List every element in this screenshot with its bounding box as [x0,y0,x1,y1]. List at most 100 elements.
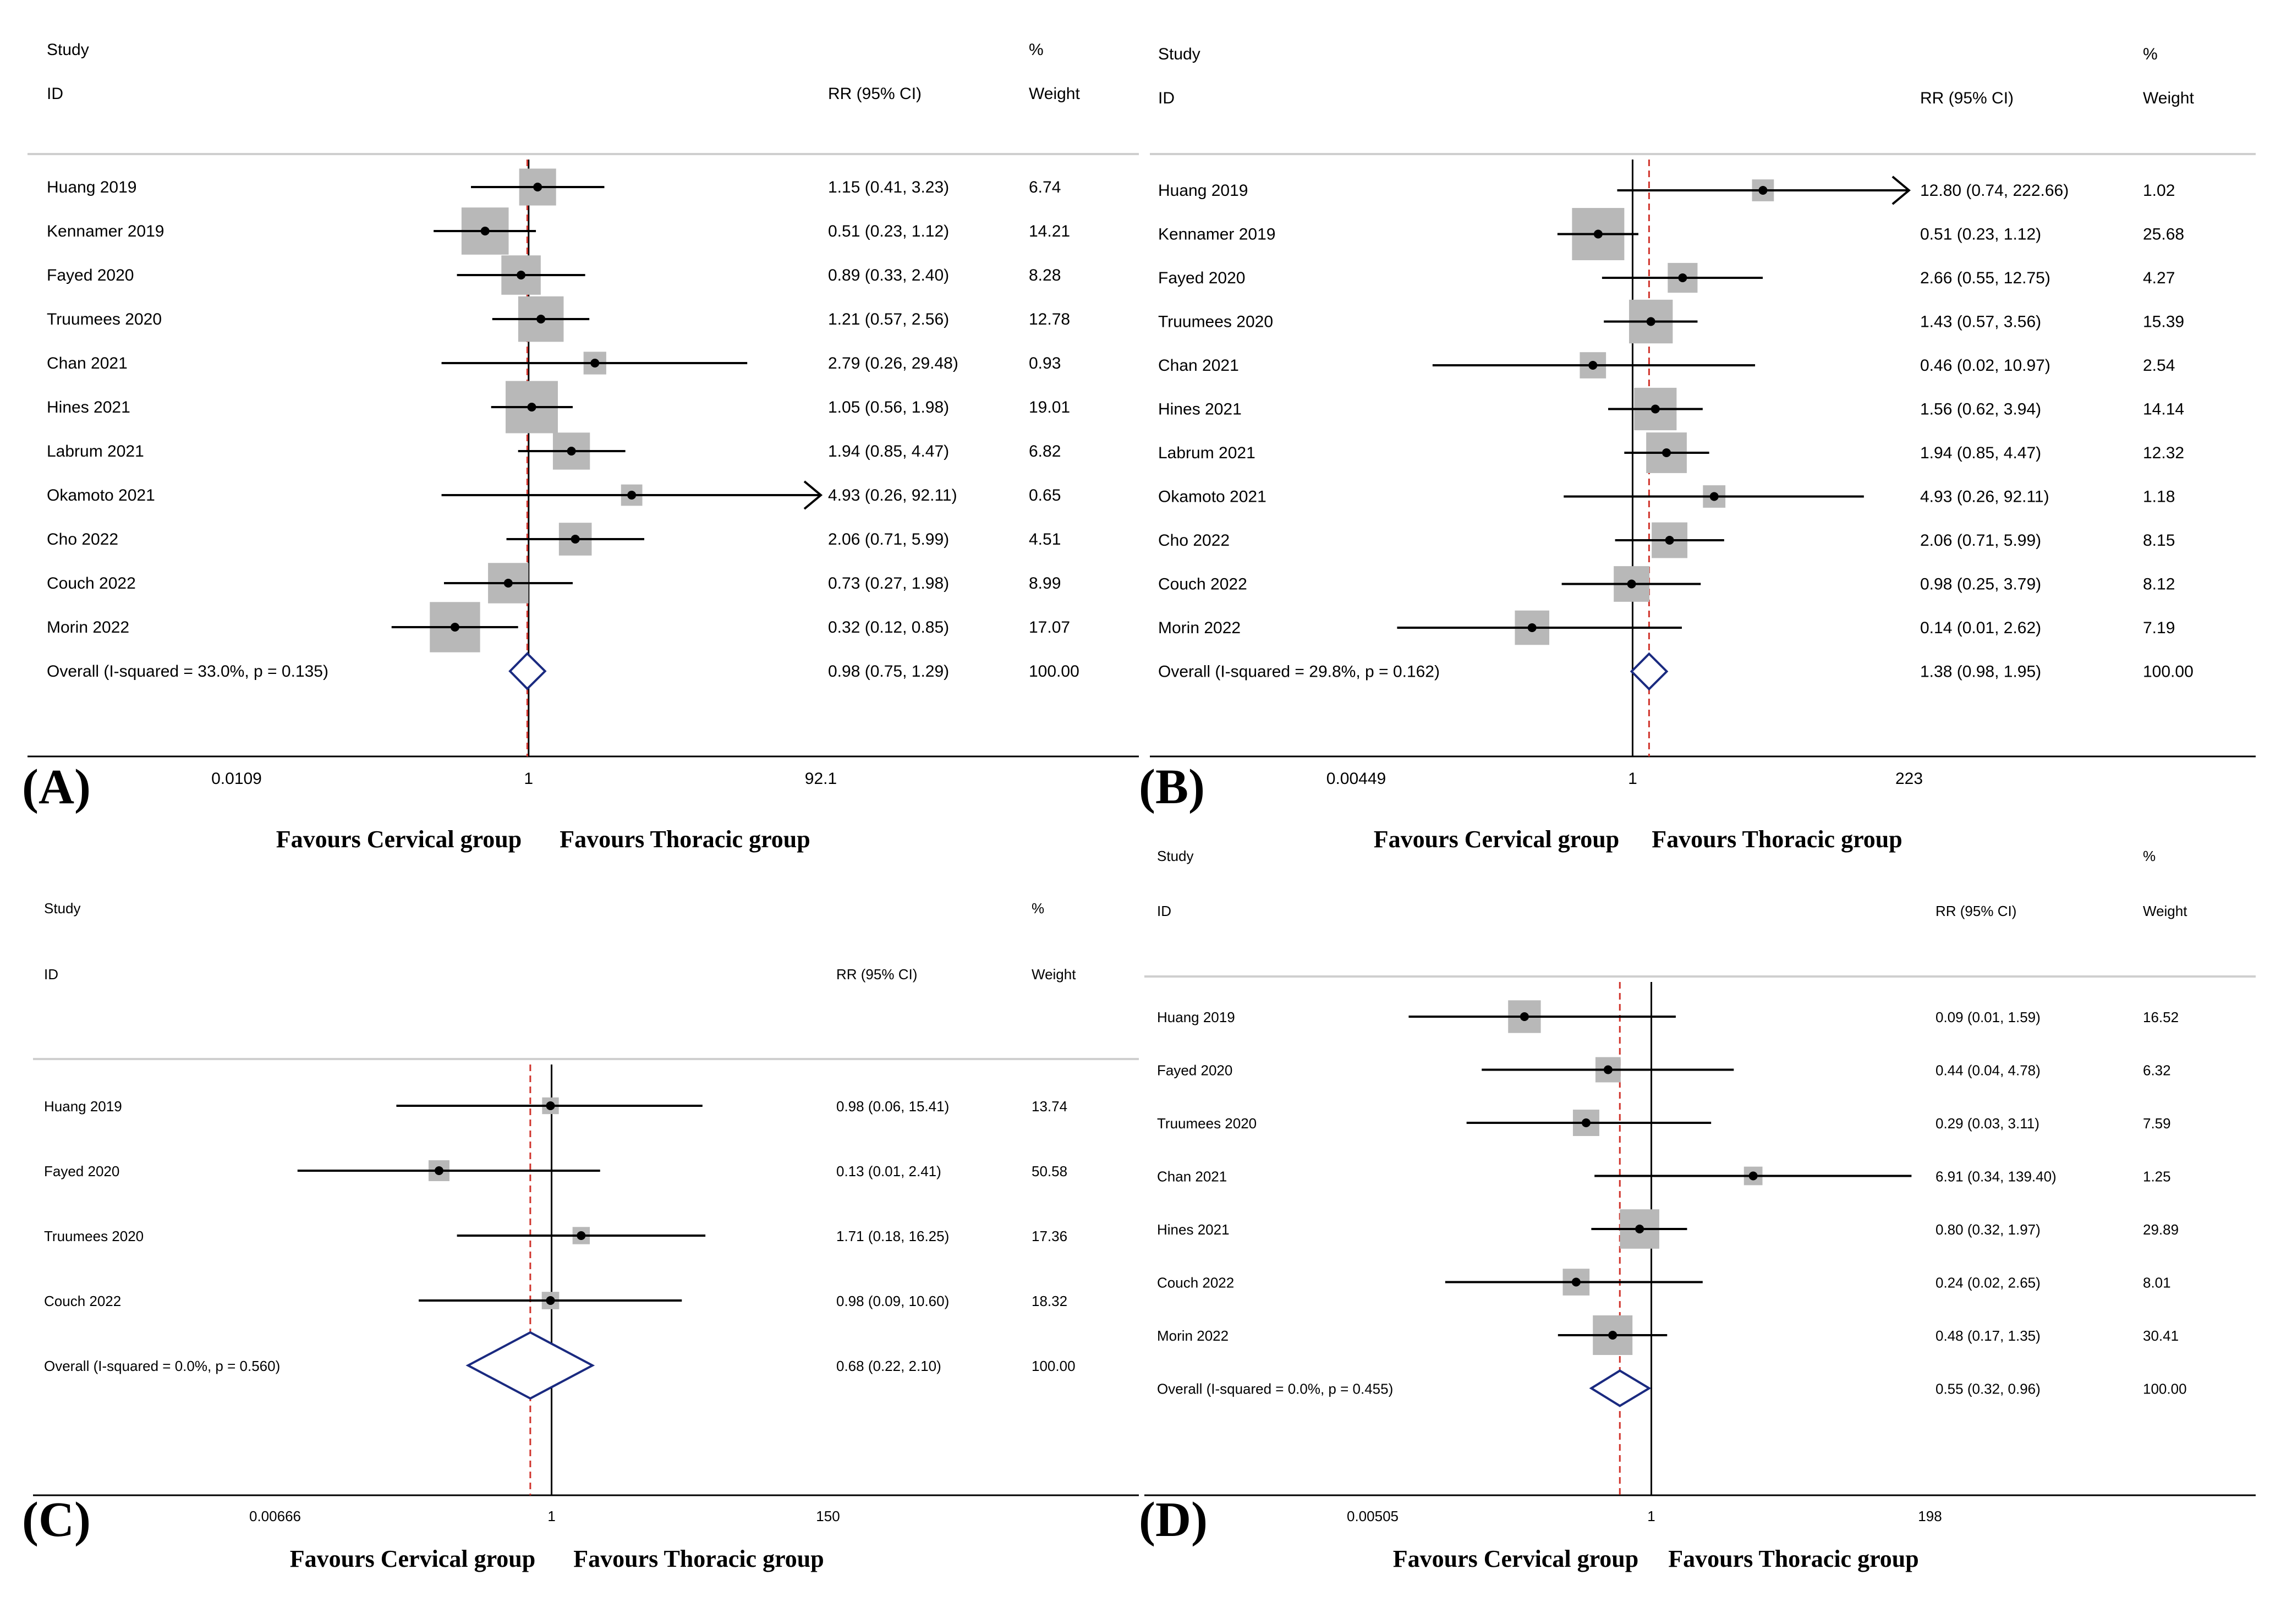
study-rr-ci: 2.79 (0.26, 29.48) [828,354,958,372]
study-name: Chan 2021 [1157,1168,1227,1185]
study-weight: 0.65 [1029,486,1061,504]
header-id: ID [1157,903,1171,919]
study-rr-ci: 4.93 (0.26, 92.11) [1920,488,2049,506]
forest-panel-b: Study ID RR (95% CI)% Weight Huang 2019 12.80… [1139,45,2256,853]
study-rr-ci: 0.48 (0.17, 1.35) [1935,1327,2041,1344]
study-rr-ci: 0.09 (0.01, 1.59) [1935,1009,2041,1025]
overall-label: Overall (I-squared = 0.0%, p = 0.455) [1157,1381,1393,1397]
study-name: Cho 2022 [1158,531,1230,550]
study-rr-ci: 1.71 (0.18, 16.25) [836,1228,949,1244]
header-rr-ci: RR (95% CI) [836,966,917,983]
point-estimate [533,183,542,191]
study-name: Kennamer 2019 [47,222,165,240]
point-estimate [1651,404,1660,414]
axis-tick-label: 1 [1628,770,1637,788]
study-name: Huang 2019 [44,1098,122,1115]
point-estimate [480,227,490,235]
forest-panel-a: Study ID RR (95% CI)% Weight Huang 2019 1.15 … [22,41,1139,853]
study-weight: 14.14 [2143,400,2184,419]
study-name: Labrum 2021 [1158,444,1255,462]
study-name: Huang 2019 [1157,1009,1235,1025]
overall-diamond [1589,1369,1652,1407]
study-name: Chan 2021 [47,354,128,372]
study-name: Couch 2022 [1158,575,1247,594]
study-rr-ci: 0.80 (0.32, 1.97) [1935,1221,2041,1238]
overall-weight: 100.00 [2143,1381,2187,1397]
header-weight: Weight [1029,85,1080,103]
study-name: Fayed 2020 [44,1163,119,1179]
header-study: Study [47,41,89,59]
study-name: Truumees 2020 [44,1228,144,1244]
study-rr-ci: 1.43 (0.57, 3.56) [1920,313,2041,331]
header-weight: Weight [2143,903,2187,919]
study-rr-ci: 12.80 (0.74, 222.66) [1920,182,2069,200]
study-name: Huang 2019 [47,178,136,196]
study-weight: 30.41 [2143,1327,2179,1344]
study-name: Kennamer 2019 [1158,226,1276,244]
point-estimate [1608,1331,1617,1340]
study-weight: 6.74 [1029,178,1061,196]
study-weight: 6.82 [1029,442,1061,460]
overall-label: Overall (I-squared = 0.0%, p = 0.560) [44,1358,280,1374]
overall-weight: 100.00 [1029,662,1079,681]
header-percent: % [1029,41,1044,59]
point-estimate [546,1101,555,1110]
point-estimate [1603,1065,1613,1074]
study-name: Hines 2021 [1158,400,1242,419]
study-weight: 12.32 [2143,444,2184,462]
study-weight: 8.01 [2143,1275,2171,1291]
study-weight: 19.01 [1029,398,1070,416]
study-rr-ci: 0.44 (0.04, 4.78) [1935,1062,2041,1079]
study-name: Couch 2022 [47,574,136,592]
study-weight: 8.15 [2143,531,2175,550]
study-weight: 1.25 [2143,1168,2171,1185]
study-rr-ci: 2.06 (0.71, 5.99) [828,530,949,548]
favours-right-label: Favours Thoracic group [560,826,810,853]
point-estimate [517,271,526,279]
study-rr-ci: 1.15 (0.41, 3.23) [828,178,949,196]
forest-panel-d: Study ID RR (95% CI)% Weight Huang 2019 0.09 … [1139,848,2256,1572]
study-name: Labrum 2021 [47,442,144,460]
study-name: Truumees 2020 [1157,1115,1257,1132]
study-weight: 50.58 [1032,1163,1067,1179]
point-estimate [1662,448,1671,457]
study-weight: 8.99 [1029,574,1061,592]
study-name: Morin 2022 [47,618,129,637]
study-rr-ci: 0.73 (0.27, 1.98) [828,574,949,592]
study-rr-ci: 1.05 (0.56, 1.98) [828,398,949,416]
overall-diamond [508,652,547,690]
header-percent: % [1032,900,1044,917]
header-rr-ci: RR (95% CI) [1935,903,2016,919]
study-weight: 25.68 [2143,226,2184,244]
overall-rr-ci: 0.55 (0.32, 0.96) [1935,1381,2041,1397]
study-weight: 29.89 [2143,1221,2179,1238]
header-rr-ci: RR (95% CI) [1920,89,2014,107]
point-estimate [1588,361,1598,370]
study-weight: 1.02 [2143,182,2175,200]
favours-right-label: Favours Thoracic group [1652,826,1902,853]
point-estimate [546,1296,555,1305]
study-rr-ci: 0.32 (0.12, 0.85) [828,618,949,637]
favours-left-label: Favours Cervical group [1374,826,1620,853]
study-weight: 4.51 [1029,530,1061,548]
overall-weight: 100.00 [1032,1358,1076,1374]
study-name: Okamoto 2021 [1158,488,1266,506]
study-name: Hines 2021 [47,398,130,416]
overall-diamond [1630,652,1669,691]
study-name: Morin 2022 [1158,619,1241,637]
header-study: Study [44,900,81,917]
point-estimate [1527,623,1537,632]
panel-label: (C) [22,1493,91,1547]
study-rr-ci: 4.93 (0.26, 92.11) [828,486,957,504]
panel-label: (D) [1139,1493,1208,1547]
study-weight: 13.74 [1032,1098,1067,1115]
study-rr-ci: 0.46 (0.02, 10.97) [1920,356,2050,375]
header-percent: % [2143,45,2158,63]
header-weight: Weight [2143,89,2194,107]
overall-rr-ci: 0.98 (0.75, 1.29) [828,662,949,681]
header-rr-ci: RR (95% CI) [828,85,922,103]
point-estimate [1758,186,1768,195]
point-estimate [1593,229,1603,239]
point-estimate [590,359,600,367]
overall-rr-ci: 0.68 (0.22, 2.10) [836,1358,941,1374]
